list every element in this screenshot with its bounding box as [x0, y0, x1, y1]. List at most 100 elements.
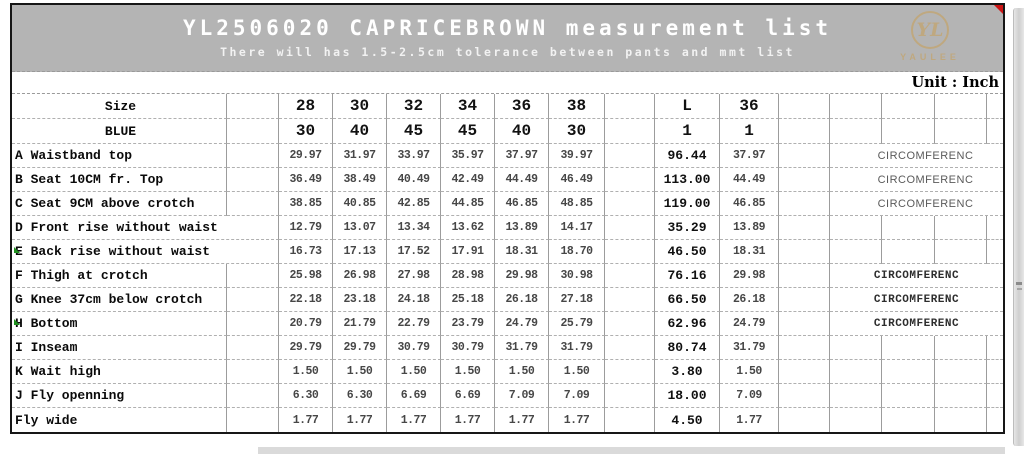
measurement-cell: 30.79: [387, 336, 441, 360]
spacer-cell: [227, 264, 279, 288]
l-value-cell: 119.00: [655, 192, 720, 216]
row-label: B Seat 10CM fr. Top: [12, 168, 227, 192]
empty-cell: [830, 216, 882, 240]
spacer-cell: [605, 408, 655, 432]
measurement-sheet: YL2506020 CAPRICEBROWN measurement list …: [10, 3, 1005, 434]
empty-cell: [882, 336, 935, 360]
row-label: Fly wide: [12, 408, 227, 432]
spacer-cell: [779, 240, 830, 264]
spacer-cell: [227, 144, 279, 168]
size36-value-cell: 24.79: [720, 312, 779, 336]
l-value-cell: 46.50: [655, 240, 720, 264]
measurement-cell: 1.77: [495, 408, 549, 432]
empty-cell: [935, 336, 987, 360]
size36-col-cell: 36: [720, 94, 779, 119]
measurement-cell: 36.49: [279, 168, 333, 192]
measurement-cell: 27.98: [387, 264, 441, 288]
l-col-cell: L: [655, 94, 720, 119]
row-label: G Knee 37cm below crotch: [12, 288, 227, 312]
spacer-cell: [227, 288, 279, 312]
measurement-cell: 6.69: [441, 384, 495, 408]
size36-value-cell: 18.31: [720, 240, 779, 264]
spacer-cell: [605, 119, 655, 144]
l-col-cell: 1: [655, 119, 720, 144]
spacer-cell: [935, 119, 987, 144]
size36-col-cell: 1: [720, 119, 779, 144]
measurement-cell: 24.79: [495, 312, 549, 336]
empty-cell: [882, 384, 935, 408]
spacer-cell: [987, 119, 1003, 144]
row-label: K Wait high: [12, 360, 227, 384]
smart-tag-icon: [14, 247, 20, 253]
yaulee-logo: YL YAULEE: [875, 11, 985, 69]
spacer-cell: [605, 264, 655, 288]
measurement-cell: 23.79: [441, 312, 495, 336]
l-value-cell: 3.80: [655, 360, 720, 384]
row-header: BLUE: [12, 119, 227, 144]
measurement-cell: 6.69: [387, 384, 441, 408]
page-shadow-band: [258, 447, 1005, 454]
measurement-cell: 48.85: [549, 192, 605, 216]
row-label: E Back rise without waist: [12, 240, 279, 264]
spacer-cell: [605, 288, 655, 312]
spacer-cell: [605, 94, 655, 119]
size-col-cell: 30: [549, 119, 605, 144]
l-value-cell: 76.16: [655, 264, 720, 288]
empty-cell: [987, 336, 1003, 360]
row-header: Size: [12, 94, 227, 119]
yaulee-logo-text: YAULEE: [900, 52, 960, 62]
spacer-cell: [882, 119, 935, 144]
measurement-cell: 38.49: [333, 168, 387, 192]
spacer-cell: [935, 94, 987, 119]
measurement-cell: 35.97: [441, 144, 495, 168]
spacer-cell: [605, 312, 655, 336]
spacer-cell: [779, 408, 830, 432]
measurement-cell: 13.62: [441, 216, 495, 240]
size-col-cell: 40: [333, 119, 387, 144]
row-label: I Inseam: [12, 336, 227, 360]
measurement-cell: 23.18: [333, 288, 387, 312]
empty-cell: [987, 240, 1003, 264]
size36-value-cell: 44.49: [720, 168, 779, 192]
measurement-cell: 31.79: [549, 336, 605, 360]
empty-cell: [935, 216, 987, 240]
empty-cell: [987, 216, 1003, 240]
l-value-cell: 96.44: [655, 144, 720, 168]
measurement-cell: 22.79: [387, 312, 441, 336]
measurement-cell: 1.77: [279, 408, 333, 432]
measurement-cell: 1.50: [387, 360, 441, 384]
size36-value-cell: 1.77: [720, 408, 779, 432]
spacer-cell: [779, 192, 830, 216]
measurement-cell: 1.77: [441, 408, 495, 432]
empty-cell: [830, 360, 882, 384]
spacer-cell: [830, 94, 882, 119]
measurement-cell: 21.79: [333, 312, 387, 336]
measurement-grid: Size 28 30 32 34 36 38 L 36 BLUE 30 40 45 45 40 30 1 1 A W…: [12, 94, 1003, 432]
size-col-cell: 34: [441, 94, 495, 119]
empty-cell: [987, 384, 1003, 408]
measurement-cell: 7.09: [549, 384, 605, 408]
measurement-cell: 13.34: [387, 216, 441, 240]
measurement-cell: 1.77: [387, 408, 441, 432]
size36-value-cell: 29.98: [720, 264, 779, 288]
spacer-cell: [227, 312, 279, 336]
size-col-cell: 45: [441, 119, 495, 144]
size36-value-cell: 13.89: [720, 216, 779, 240]
size-col-cell: 32: [387, 94, 441, 119]
size36-value-cell: 37.97: [720, 144, 779, 168]
spacer-cell: [227, 360, 279, 384]
spacer-cell: [605, 336, 655, 360]
empty-cell: [987, 408, 1003, 432]
measurement-cell: 1.50: [495, 360, 549, 384]
measurement-cell: 38.85: [279, 192, 333, 216]
measurement-cell: 31.79: [495, 336, 549, 360]
measurement-cell: 1.50: [279, 360, 333, 384]
note-cell: CIRCOMFERENC: [830, 264, 1003, 288]
adjacent-window-strip: [1013, 8, 1024, 446]
measurement-cell: 14.17: [549, 216, 605, 240]
measurement-cell: 44.85: [441, 192, 495, 216]
spacer-cell: [779, 144, 830, 168]
spacer-cell: [227, 119, 279, 144]
spacer-cell: [227, 192, 279, 216]
